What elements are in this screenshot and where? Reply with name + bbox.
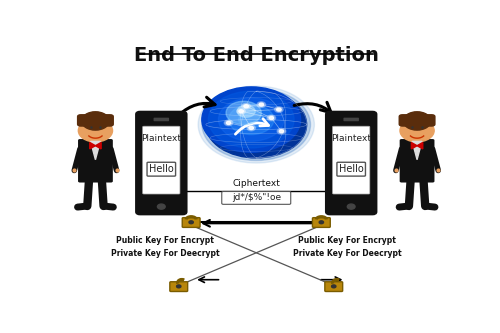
Text: Hello: Hello: [149, 164, 174, 174]
Text: jd*/$%"!oe: jd*/$%"!oe: [232, 193, 281, 202]
Circle shape: [158, 204, 165, 209]
Circle shape: [228, 105, 274, 135]
FancyBboxPatch shape: [78, 139, 113, 182]
Polygon shape: [412, 142, 422, 160]
Circle shape: [403, 112, 431, 130]
Circle shape: [332, 285, 336, 288]
Circle shape: [279, 130, 284, 133]
Circle shape: [267, 115, 276, 121]
Circle shape: [237, 109, 246, 114]
FancyBboxPatch shape: [398, 114, 436, 127]
FancyBboxPatch shape: [337, 162, 366, 176]
Text: Public Key For Encrypt
Private Key For Deecrypt: Public Key For Encrypt Private Key For D…: [293, 236, 402, 258]
Circle shape: [226, 121, 231, 125]
Circle shape: [269, 116, 274, 120]
FancyBboxPatch shape: [92, 135, 98, 144]
Text: Ciphertext: Ciphertext: [232, 179, 280, 188]
Circle shape: [78, 119, 112, 142]
FancyBboxPatch shape: [326, 112, 376, 214]
Circle shape: [198, 86, 314, 163]
Circle shape: [237, 105, 255, 117]
Circle shape: [206, 91, 306, 158]
Circle shape: [277, 129, 285, 134]
Polygon shape: [90, 143, 96, 149]
FancyBboxPatch shape: [142, 126, 180, 194]
Circle shape: [400, 119, 434, 142]
Text: End To End Encryption: End To End Encryption: [134, 46, 378, 65]
Circle shape: [274, 107, 283, 113]
Circle shape: [238, 111, 264, 128]
Circle shape: [208, 91, 294, 148]
FancyBboxPatch shape: [414, 135, 420, 144]
Circle shape: [226, 101, 262, 125]
Circle shape: [189, 221, 194, 224]
Text: Hello: Hello: [339, 164, 363, 174]
Circle shape: [276, 108, 281, 111]
Circle shape: [247, 125, 256, 131]
Circle shape: [257, 102, 266, 108]
FancyBboxPatch shape: [344, 118, 359, 121]
FancyBboxPatch shape: [147, 162, 176, 176]
Circle shape: [224, 120, 233, 126]
Circle shape: [249, 126, 254, 130]
Polygon shape: [90, 142, 101, 160]
Circle shape: [244, 105, 248, 108]
Circle shape: [176, 285, 181, 288]
Circle shape: [218, 98, 284, 141]
Circle shape: [242, 104, 250, 109]
Circle shape: [348, 204, 355, 209]
Circle shape: [319, 221, 324, 224]
Text: Public Key For Encrypt
Private Key For Deecrypt: Public Key For Encrypt Private Key For D…: [111, 236, 220, 258]
FancyBboxPatch shape: [325, 282, 342, 291]
FancyBboxPatch shape: [332, 126, 370, 194]
FancyBboxPatch shape: [400, 139, 434, 182]
FancyBboxPatch shape: [312, 218, 330, 227]
Polygon shape: [96, 143, 101, 149]
Circle shape: [259, 103, 264, 106]
FancyBboxPatch shape: [154, 118, 169, 121]
FancyBboxPatch shape: [182, 218, 200, 227]
Text: Plaintext: Plaintext: [331, 134, 371, 143]
Circle shape: [202, 89, 310, 161]
FancyBboxPatch shape: [136, 112, 186, 214]
Polygon shape: [417, 143, 423, 149]
Circle shape: [239, 110, 244, 113]
Text: Plaintext: Plaintext: [142, 134, 182, 143]
Circle shape: [202, 87, 300, 152]
Polygon shape: [412, 143, 417, 149]
Circle shape: [82, 112, 110, 130]
FancyBboxPatch shape: [222, 191, 290, 204]
FancyBboxPatch shape: [170, 282, 188, 291]
FancyBboxPatch shape: [77, 114, 114, 127]
